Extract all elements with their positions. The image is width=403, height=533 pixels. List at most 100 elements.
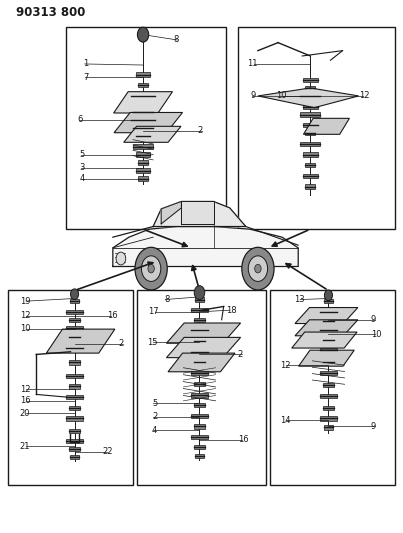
Bar xyxy=(194,360,205,365)
Text: 14: 14 xyxy=(280,416,290,424)
Text: 90313 800: 90313 800 xyxy=(16,6,85,19)
Bar xyxy=(191,393,208,398)
Text: 9: 9 xyxy=(251,92,256,100)
Polygon shape xyxy=(161,201,181,224)
Text: 18: 18 xyxy=(226,306,236,314)
Text: 6: 6 xyxy=(77,116,83,124)
Bar xyxy=(191,350,208,354)
Bar xyxy=(324,425,333,430)
Bar xyxy=(69,406,80,410)
Bar xyxy=(138,160,148,165)
Bar xyxy=(300,112,320,117)
Text: 16: 16 xyxy=(107,311,117,320)
Text: 10: 10 xyxy=(20,325,30,333)
Bar xyxy=(191,328,208,333)
Bar xyxy=(66,310,83,314)
Text: 5: 5 xyxy=(79,150,85,159)
Bar xyxy=(320,394,337,398)
Circle shape xyxy=(71,289,79,300)
Bar xyxy=(133,144,153,149)
Bar xyxy=(323,383,334,387)
Text: 2: 2 xyxy=(238,350,243,359)
Text: 12: 12 xyxy=(359,92,369,100)
Bar xyxy=(191,414,208,418)
Text: 3: 3 xyxy=(79,164,85,172)
Circle shape xyxy=(194,286,205,300)
Bar xyxy=(305,184,315,189)
Bar xyxy=(300,94,320,98)
Bar xyxy=(136,72,150,77)
Bar xyxy=(320,371,337,375)
Bar xyxy=(303,104,318,109)
Bar xyxy=(136,152,150,157)
Bar xyxy=(66,439,83,443)
Bar xyxy=(131,118,155,122)
Bar xyxy=(133,110,153,114)
Bar xyxy=(69,429,80,433)
Bar xyxy=(195,297,204,302)
Bar xyxy=(191,371,208,375)
Bar xyxy=(136,168,150,173)
Bar xyxy=(138,83,148,87)
Bar xyxy=(238,27,395,229)
Text: 22: 22 xyxy=(103,448,113,456)
Text: 4: 4 xyxy=(152,426,157,434)
Polygon shape xyxy=(46,329,115,353)
Bar xyxy=(66,416,83,421)
Text: 9: 9 xyxy=(371,422,376,431)
Circle shape xyxy=(324,290,332,301)
Text: 12: 12 xyxy=(20,385,30,393)
Polygon shape xyxy=(295,308,358,324)
Text: 8: 8 xyxy=(164,295,169,304)
Bar xyxy=(303,123,318,127)
Circle shape xyxy=(116,252,126,265)
Bar xyxy=(136,134,150,138)
Bar xyxy=(69,384,80,389)
Text: 17: 17 xyxy=(149,308,159,316)
Bar xyxy=(194,318,205,322)
Text: 7: 7 xyxy=(83,73,89,82)
Bar xyxy=(320,416,337,421)
Circle shape xyxy=(135,247,167,290)
Bar xyxy=(194,339,205,343)
Bar xyxy=(324,299,333,303)
Text: 15: 15 xyxy=(147,338,157,346)
Bar xyxy=(66,395,83,399)
Bar xyxy=(270,290,395,485)
Bar xyxy=(323,360,334,365)
Bar xyxy=(194,445,205,449)
Text: 2: 2 xyxy=(197,126,203,135)
Text: 10: 10 xyxy=(276,92,286,100)
Text: 16: 16 xyxy=(238,435,248,444)
Polygon shape xyxy=(114,112,183,133)
Polygon shape xyxy=(295,320,358,336)
Bar xyxy=(191,308,208,312)
Circle shape xyxy=(148,264,154,273)
Circle shape xyxy=(242,247,274,290)
Circle shape xyxy=(255,264,261,273)
Bar xyxy=(69,447,80,451)
Bar xyxy=(303,174,318,178)
Bar xyxy=(69,318,80,322)
Bar xyxy=(70,299,79,303)
Bar xyxy=(194,424,205,429)
Text: 13: 13 xyxy=(294,295,304,304)
Text: 12: 12 xyxy=(280,361,290,369)
Text: 21: 21 xyxy=(20,442,30,450)
Bar xyxy=(8,290,133,485)
Bar xyxy=(305,86,315,90)
Text: 9: 9 xyxy=(371,316,376,324)
Text: 12: 12 xyxy=(20,311,30,320)
Bar xyxy=(323,319,334,323)
Text: 2: 2 xyxy=(119,340,124,348)
Text: 5: 5 xyxy=(152,399,157,408)
Text: 16: 16 xyxy=(20,397,30,405)
Bar xyxy=(70,455,79,459)
Bar xyxy=(320,328,337,333)
Text: 20: 20 xyxy=(20,409,30,417)
Polygon shape xyxy=(153,201,246,227)
Text: 1: 1 xyxy=(83,60,89,68)
Circle shape xyxy=(141,256,161,281)
Polygon shape xyxy=(114,92,172,113)
Text: 10: 10 xyxy=(371,330,381,338)
